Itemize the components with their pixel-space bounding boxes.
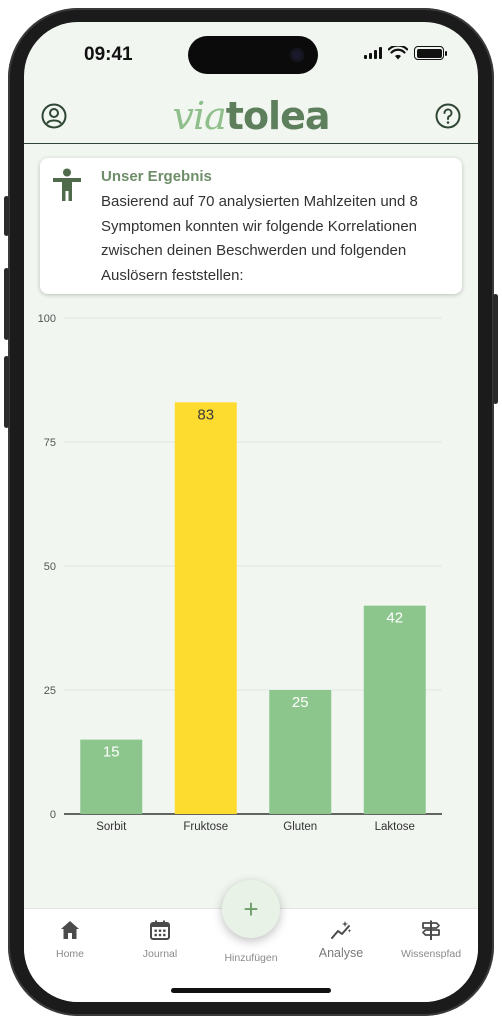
- y-tick-label: 50: [44, 561, 56, 573]
- camera-icon: [290, 48, 304, 62]
- cellular-signal-icon: [364, 47, 382, 59]
- plus-icon: +: [243, 894, 259, 924]
- x-tick-label: Fruktose: [183, 821, 228, 833]
- dynamic-island: [188, 36, 318, 74]
- bar-value-label: 83: [197, 406, 214, 423]
- tab-label: Home: [55, 948, 84, 960]
- side-button: [4, 356, 9, 428]
- help-icon[interactable]: [434, 102, 462, 130]
- app-screen: 09:41 viatolea: [24, 22, 478, 1002]
- logo-tolea: tolea: [225, 94, 331, 138]
- tab-label: Journal: [142, 948, 178, 960]
- viatolea-logo: viatolea: [24, 94, 478, 139]
- bar: [174, 402, 237, 814]
- result-card: Unser Ergebnis Basierend auf 70 analysie…: [40, 158, 462, 294]
- card-text: Basierend auf 70 analysierten Mahlzeiten…: [101, 193, 418, 284]
- tab-label: Hinzufügen: [224, 952, 278, 964]
- x-tick-label: Gluten: [283, 821, 317, 833]
- y-tick-label: 75: [44, 437, 56, 449]
- tab-analyse[interactable]: Analyse: [296, 919, 386, 960]
- tab-journal[interactable]: Journal: [115, 919, 205, 960]
- person-icon: [53, 168, 81, 201]
- card-title: Unser Ergebnis: [101, 168, 212, 185]
- triggers-bar-chart: 0 25 50 75 100 15 Sorbit 83 Fruktose 25 Gluten 42 La…: [38, 313, 442, 833]
- bar-value-label: 25: [292, 694, 309, 711]
- wifi-icon: [388, 46, 408, 60]
- tab-label: Wissenspfad: [400, 948, 462, 960]
- add-button[interactable]: +: [222, 880, 280, 938]
- bar: [269, 690, 332, 814]
- tab-add[interactable]: Hinzufügen: [206, 945, 296, 964]
- status-time: 09:41: [84, 44, 133, 65]
- calendar-icon: [150, 920, 170, 940]
- bar-value-label: 15: [103, 744, 120, 761]
- y-tick-label: 100: [38, 313, 56, 325]
- status-bar: 09:41: [24, 22, 478, 88]
- side-button: [493, 294, 498, 404]
- home-icon: [61, 921, 79, 939]
- y-tick-label: 25: [44, 685, 56, 697]
- side-button: [4, 196, 9, 236]
- tab-wissenspfad[interactable]: Wissenspfad: [386, 919, 476, 960]
- logo-via: via: [172, 94, 227, 138]
- tab-home[interactable]: Home: [25, 919, 115, 960]
- tab-label: Analyse: [318, 946, 364, 960]
- signpost-icon: [422, 920, 440, 940]
- analytics-icon: [331, 921, 352, 939]
- bar-value-label: 42: [386, 610, 403, 627]
- x-tick-label: Sorbit: [96, 821, 127, 833]
- bar: [363, 605, 426, 814]
- profile-icon[interactable]: [40, 102, 68, 130]
- x-tick-label: Laktose: [375, 821, 415, 833]
- y-tick-label: 0: [50, 809, 56, 821]
- side-button: [4, 268, 9, 340]
- home-indicator[interactable]: [171, 988, 331, 993]
- app-header: viatolea: [24, 92, 478, 144]
- bar: [80, 739, 143, 814]
- status-icons: [364, 46, 447, 60]
- battery-icon: [414, 46, 447, 60]
